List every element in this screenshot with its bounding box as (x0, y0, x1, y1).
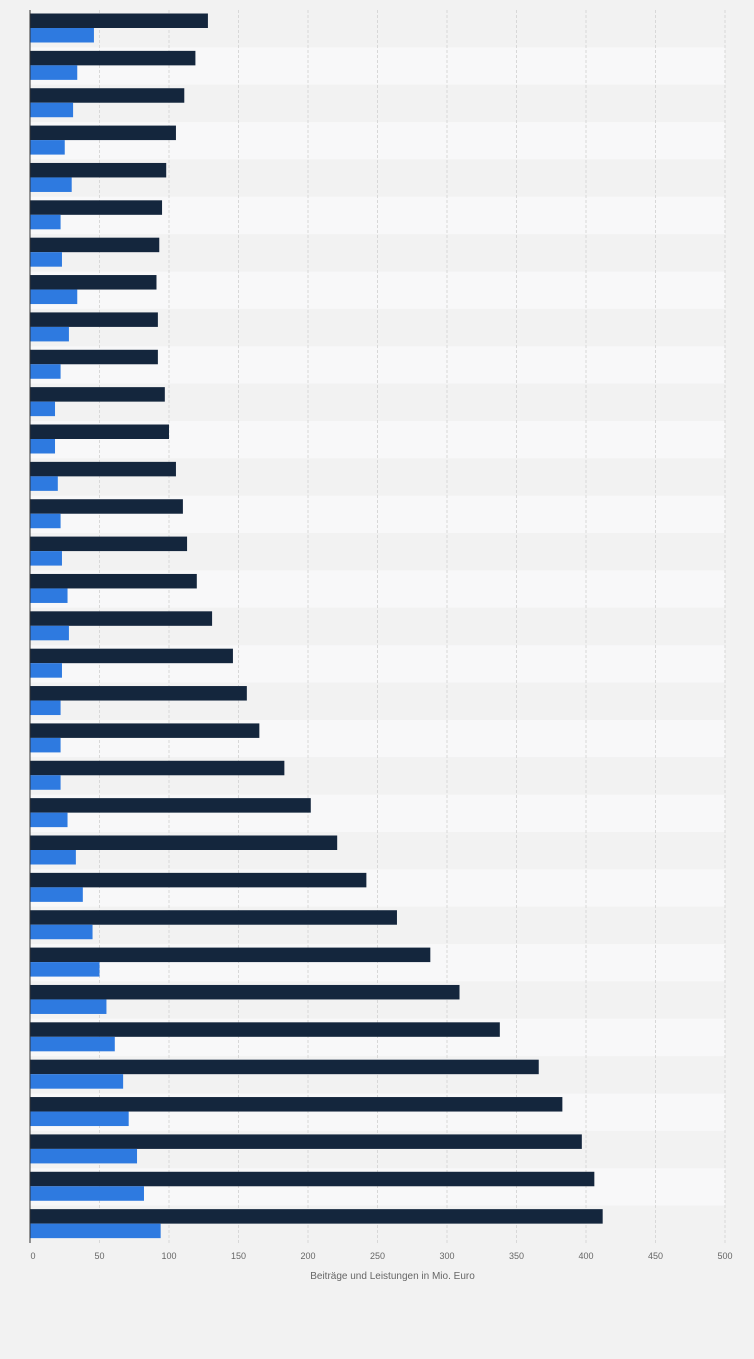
bar-series-1[interactable] (30, 1134, 582, 1149)
bar-series-1[interactable] (30, 1059, 539, 1075)
bar-series-2[interactable] (30, 999, 107, 1014)
x-tick-label: 200 (300, 1251, 315, 1261)
bar-series-2[interactable] (30, 887, 83, 902)
bar-series-1[interactable] (30, 499, 183, 514)
bar-series-2[interactable] (30, 625, 69, 641)
x-tick-label: 400 (578, 1251, 593, 1261)
bar-series-2[interactable] (30, 140, 65, 155)
bar-series-2[interactable] (30, 551, 62, 566)
bar-series-2[interactable] (30, 812, 68, 828)
bar-series-1[interactable] (30, 349, 158, 365)
bar-series-1[interactable] (30, 237, 160, 253)
bar-series-1[interactable] (30, 760, 285, 776)
bar-series-2[interactable] (30, 65, 78, 80)
bar-series-2[interactable] (30, 513, 61, 529)
x-tick-label: 500 (717, 1251, 732, 1261)
bar-series-1[interactable] (30, 1097, 563, 1112)
bar-series-1[interactable] (30, 648, 233, 664)
bar-series-2[interactable] (30, 850, 76, 865)
bar-series-1[interactable] (30, 686, 247, 701)
bar-series-1[interactable] (30, 424, 169, 440)
bar-series-2[interactable] (30, 663, 62, 678)
bar-series-1[interactable] (30, 872, 367, 888)
x-axis-title: Beiträge und Leistungen in Mio. Euro (310, 1271, 475, 1282)
bar-series-2[interactable] (30, 214, 61, 230)
bar-series-2[interactable] (30, 1111, 129, 1127)
x-tick-label: 100 (161, 1251, 176, 1261)
gridlines (99, 10, 726, 1243)
bar-series-1[interactable] (30, 1171, 595, 1187)
bar-series-2[interactable] (30, 1074, 124, 1089)
bar-series-1[interactable] (30, 50, 196, 66)
bars (30, 13, 603, 1239)
bar-series-2[interactable] (30, 177, 72, 192)
x-tick-label: 250 (370, 1251, 385, 1261)
bar-series-2[interactable] (30, 775, 61, 790)
bar-series-1[interactable] (30, 275, 157, 290)
bar-series-1[interactable] (30, 13, 208, 29)
bar-series-2[interactable] (30, 289, 78, 305)
bar-series-1[interactable] (30, 387, 165, 402)
bar-series-2[interactable] (30, 476, 58, 491)
bar-series-1[interactable] (30, 947, 431, 963)
bar-series-1[interactable] (30, 1022, 500, 1037)
bar-series-1[interactable] (30, 910, 397, 925)
bar-series-2[interactable] (30, 700, 61, 716)
bar-series-1[interactable] (30, 162, 167, 178)
bar-series-1[interactable] (30, 723, 260, 738)
bar-series-1[interactable] (30, 125, 176, 141)
bar-series-2[interactable] (30, 364, 61, 379)
bar-series-1[interactable] (30, 984, 460, 1000)
bar-series-1[interactable] (30, 611, 213, 626)
bar-series-2[interactable] (30, 1036, 115, 1052)
bar-series-2[interactable] (30, 1223, 161, 1239)
bar-series-2[interactable] (30, 401, 56, 417)
x-tick-label: 50 (94, 1251, 104, 1261)
bar-series-2[interactable] (30, 924, 93, 940)
bar-series-2[interactable] (30, 737, 61, 753)
x-tick-label: 300 (439, 1251, 454, 1261)
bar-series-1[interactable] (30, 312, 158, 327)
bar-series-2[interactable] (30, 962, 100, 977)
x-tick-label: 350 (509, 1251, 524, 1261)
bar-series-1[interactable] (30, 798, 311, 813)
bar-series-2[interactable] (30, 102, 74, 118)
bar-series-1[interactable] (30, 573, 197, 589)
x-tick-labels: 0 50 100 150 200 250 300 350 400 450 500 (30, 1251, 732, 1261)
bar-series-1[interactable] (30, 1209, 603, 1224)
bar-series-1[interactable] (30, 461, 176, 477)
bar-series-1[interactable] (30, 200, 163, 215)
bar-series-1[interactable] (30, 88, 185, 103)
bar-series-2[interactable] (30, 1186, 144, 1201)
bar-series-2[interactable] (30, 326, 69, 342)
bar-series-2[interactable] (30, 1148, 138, 1164)
x-tick-label: 450 (648, 1251, 663, 1261)
bar-series-2[interactable] (30, 588, 68, 603)
bar-series-2[interactable] (30, 28, 94, 43)
bar-series-1[interactable] (30, 835, 338, 851)
x-tick-label: 0 (30, 1251, 35, 1261)
bar-series-1[interactable] (30, 536, 188, 552)
x-tick-label: 150 (231, 1251, 246, 1261)
bar-series-2[interactable] (30, 439, 56, 454)
bar-series-2[interactable] (30, 252, 62, 267)
